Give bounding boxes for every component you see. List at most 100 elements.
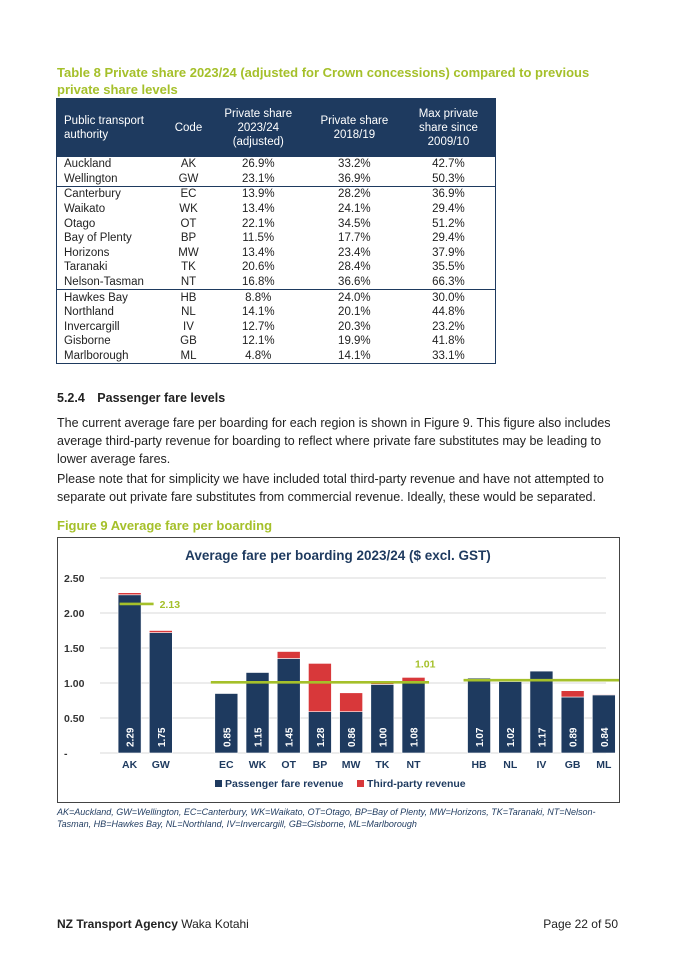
table-row: Gisborne GB 12.1% 19.9% 41.8%	[57, 334, 496, 349]
bar-segment-passenger	[214, 693, 239, 754]
table-row: Canterbury EC 13.9% 28.2% 36.9%	[56, 186, 496, 202]
row-share-2324: 22.1%	[241, 217, 275, 230]
row-max-share: 36.9%	[401, 186, 496, 202]
row-max-share: 51.2%	[432, 217, 465, 230]
row-share-1819: 28.2%	[306, 186, 402, 202]
row-share-1819: 33.2%	[338, 158, 371, 171]
row-share-1819: 34.5%	[338, 217, 371, 230]
legend-swatch-third-party	[357, 780, 364, 787]
row-code: HB	[167, 289, 210, 305]
row-max-share: 42.7%	[432, 158, 465, 171]
bar-value-label: 0.86	[347, 727, 358, 747]
row-share-1819: 23.4%	[338, 246, 371, 259]
row-code: NT	[180, 276, 197, 289]
row-max-share: 66.3%	[432, 276, 465, 289]
x-tick-label: NT	[407, 759, 422, 771]
row-authority: Marlborough	[64, 350, 129, 363]
figure-note: AK=Auckland, GW=Wellington, EC=Canterbur…	[57, 807, 596, 829]
row-authority: Horizons	[64, 246, 110, 259]
y-tick-label: -	[64, 748, 68, 760]
y-tick-label: 2.50	[64, 573, 85, 585]
row-share-1819: 36.9%	[338, 172, 371, 185]
x-tick-label: NL	[503, 759, 518, 771]
row-share-1819: 20.3%	[338, 320, 371, 333]
row-code: NL	[181, 306, 196, 319]
y-tick-label: 2.00	[64, 608, 85, 620]
row-code: BP	[180, 232, 197, 245]
chart-title: Average fare per boarding 2023/24 ($ exc…	[185, 548, 491, 563]
row-max-share: 44.8%	[432, 306, 465, 319]
table-header-row: Public transport authority Code Private …	[56, 98, 496, 157]
row-share-1819: 36.6%	[338, 276, 371, 289]
row-max-share: 30.0%	[401, 289, 496, 305]
x-tick-label: GW	[152, 759, 170, 771]
row-authority: Otago	[64, 217, 96, 230]
table-row: Nelson-Tasman NT 16.8% 36.6% 66.3%	[57, 275, 496, 290]
bar-value-label: 1.00	[378, 727, 389, 747]
row-share-2324: 13.4%	[241, 203, 275, 216]
x-tick-label: EC	[219, 759, 234, 771]
bar-segment-third-party	[592, 693, 616, 696]
bar-value-label: 0.84	[600, 727, 611, 747]
row-share-1819: 14.1%	[338, 350, 371, 363]
row-share-1819: 19.9%	[338, 335, 371, 348]
table-row: Northland NL 14.1% 20.1% 44.8%	[57, 305, 496, 320]
bar-segment-passenger	[245, 672, 270, 754]
row-max-share: 50.3%	[432, 172, 465, 185]
y-tick-label: 0.50	[64, 713, 85, 725]
table-caption: Table 8 Private share 2023/24 (adjusted …	[57, 65, 590, 97]
footer-org-bold: NZ Transport Agency	[57, 917, 178, 931]
table-row: Waikato WK 13.4% 24.1% 29.4%	[57, 202, 496, 217]
x-tick-label: ML	[596, 759, 612, 771]
row-authority: Nelson-Tasman	[64, 276, 144, 289]
section-heading: 5.2.4 Passenger fare levels	[57, 391, 226, 405]
bar-segment-third-party	[401, 677, 426, 682]
header-share-1819: Private share 2018/19	[306, 98, 402, 157]
row-max-share: 29.4%	[432, 203, 465, 216]
x-tick-label: WK	[249, 759, 267, 771]
x-tick-label: OT	[281, 759, 296, 771]
legend-label-passenger: Passenger fare revenue	[225, 778, 344, 790]
row-authority: Wellington	[64, 172, 118, 185]
row-code: EC	[167, 186, 210, 202]
row-code: MW	[178, 246, 199, 259]
row-max-share: 23.2%	[432, 320, 465, 333]
table-row: Invercargill IV 12.7% 20.3% 23.2%	[57, 320, 496, 335]
row-share-1819: 17.7%	[338, 232, 371, 245]
private-share-table: Public transport authority Code Private …	[56, 98, 496, 365]
bar-segment-third-party	[339, 692, 363, 713]
paragraph-1: The current average fare per boarding fo…	[57, 416, 611, 466]
row-share-2324: 20.6%	[241, 261, 275, 274]
row-authority: Invercargill	[64, 320, 120, 333]
row-authority: Auckland	[64, 158, 112, 171]
legend-label-third-party: Third-party revenue	[367, 778, 466, 790]
row-share-1819: 20.1%	[338, 306, 371, 319]
table-row: Otago OT 22.1% 34.5% 51.2%	[57, 216, 496, 231]
header-code: Code	[167, 98, 210, 157]
bar-value-label: 2.29	[126, 727, 137, 747]
row-code: TK	[181, 261, 196, 274]
legend-swatch-passenger	[215, 780, 222, 787]
row-max-share: 37.9%	[432, 246, 465, 259]
row-max-share: 29.4%	[432, 232, 465, 245]
table-row: Marlborough ML 4.8% 14.1% 33.1%	[57, 349, 496, 364]
row-authority: Bay of Plenty	[64, 232, 132, 245]
row-authority: Taranaki	[64, 261, 108, 274]
figure-caption: Figure 9 Average fare per boarding	[57, 518, 273, 533]
header-share-2324: Private share 2023/24 (adjusted)	[209, 98, 307, 157]
bar-segment-third-party	[149, 630, 173, 633]
x-tick-label: AK	[122, 759, 138, 771]
bar-segment-passenger	[498, 681, 523, 754]
bar-segment-passenger	[467, 677, 491, 754]
row-share-2324: 16.8%	[241, 276, 275, 289]
bar-value-label: 1.02	[506, 727, 517, 747]
table-row: Taranaki TK 20.6% 28.4% 35.5%	[57, 260, 496, 275]
y-tick-label: 1.00	[64, 678, 85, 690]
table-row: Hawkes Bay HB 8.8% 24.0% 30.0%	[56, 289, 496, 305]
x-tick-label: BP	[313, 759, 328, 771]
header-max-share: Max private share since 2009/10	[401, 98, 496, 157]
average-label: 2.13	[160, 599, 181, 611]
row-share-2324: 23.1%	[241, 172, 275, 185]
x-tick-label: GB	[565, 759, 581, 771]
row-code: GW	[178, 172, 199, 185]
